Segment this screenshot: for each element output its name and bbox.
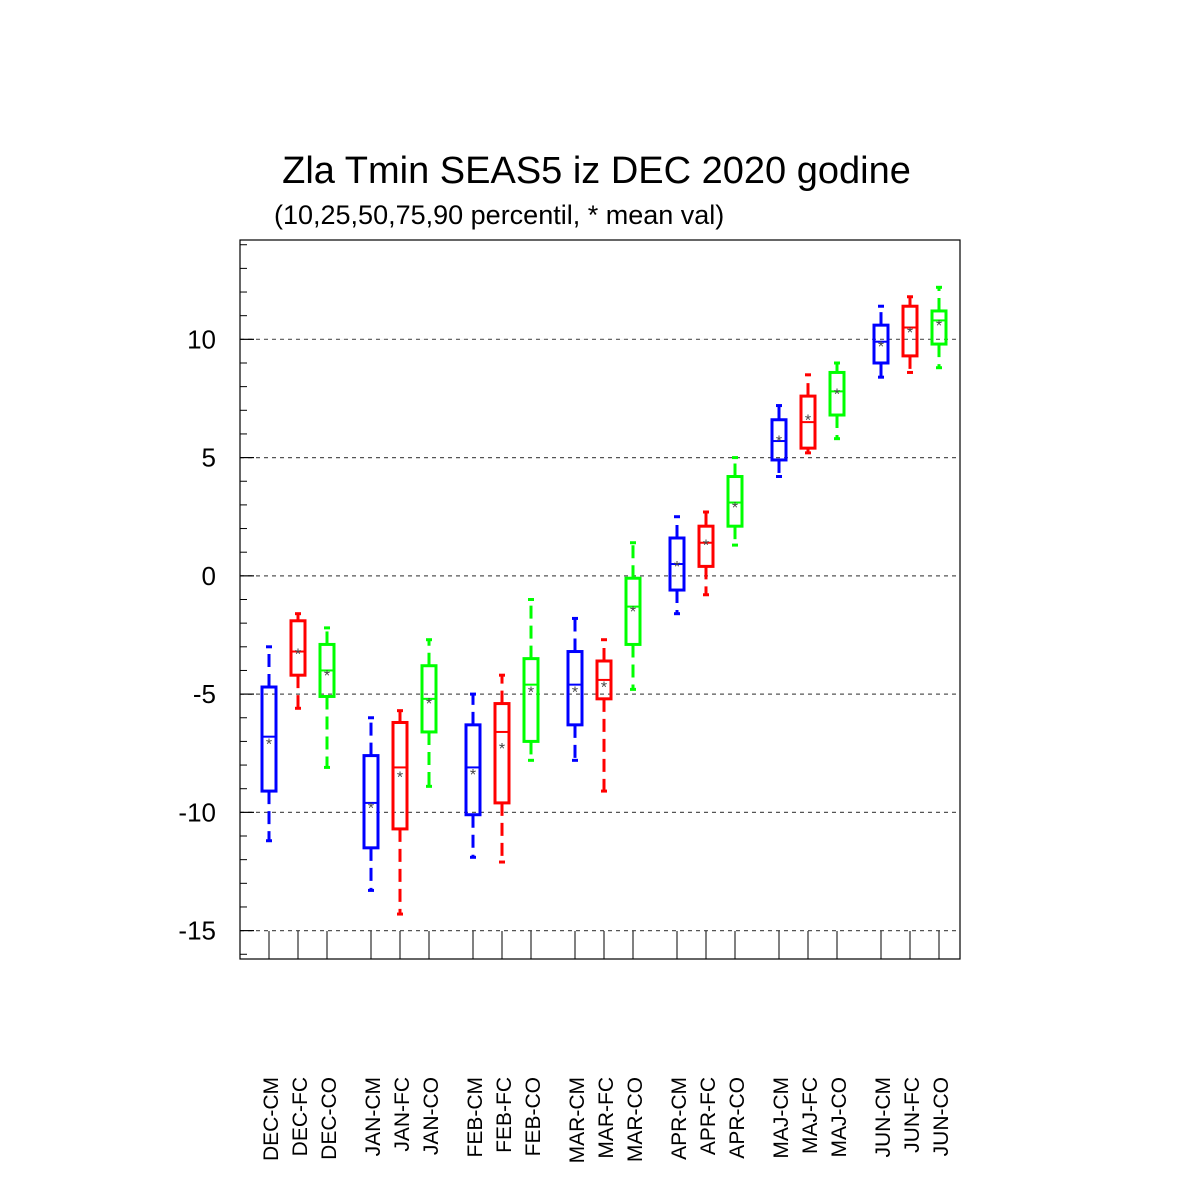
box-item: * [930,285,948,370]
x-tick-label: MAR-CO [624,1077,647,1162]
iqr-box [901,304,919,358]
box-item: * [668,515,686,616]
iqr-box [391,720,409,831]
mean-marker: * [936,318,942,335]
iqr-box [289,619,307,677]
mean-marker: * [601,680,607,697]
box-item: * [872,304,890,379]
box-item: * [493,673,511,864]
box-item: * [522,598,540,762]
y-tick-label: -10 [178,797,216,827]
chart-subtitle: (10,25,50,75,90 percentil, * mean val) [274,200,725,230]
box-item: * [595,638,613,793]
x-tick-label: DEC-CM [260,1077,283,1161]
x-tick-label: JAN-CM [362,1077,385,1156]
box-item: * [566,616,584,762]
iqr-box [828,370,846,417]
x-tick-label: JAN-CO [420,1077,443,1155]
mean-marker: * [324,668,330,685]
x-tick-label: FEB-FC [493,1077,516,1153]
iqr-box [566,650,584,727]
x-tick-label: DEC-FC [289,1077,312,1156]
y-tick-label: -5 [193,679,216,709]
mean-marker: * [878,339,884,356]
y-tick-label: 5 [202,443,216,473]
mean-marker: * [499,741,505,758]
iqr-box [260,685,278,793]
box-item: * [624,541,642,691]
box-item: * [901,295,919,374]
box-item: * [318,626,336,769]
mean-marker: * [368,800,374,817]
box-item: * [770,404,788,479]
y-tick-label: 10 [187,324,216,354]
y-tick-label: -15 [178,916,216,946]
box-item: * [289,612,307,710]
mean-marker: * [426,696,432,713]
x-tick-label: JAN-FC [391,1077,414,1152]
x-tick-label: APR-FC [697,1077,720,1155]
box-item: * [420,638,438,788]
mean-marker: * [732,500,738,517]
mean-marker: * [572,684,578,701]
mean-marker: * [703,538,709,555]
mean-marker: * [674,559,680,576]
mean-marker: * [805,412,811,429]
box-item: * [726,456,744,547]
iqr-box [872,323,890,365]
boxes: * * * * * * * * * * * * * * * * * * * * * [260,285,948,916]
box-item: * [799,373,817,455]
mean-marker: * [528,684,534,701]
x-tick-label: MAJ-CM [770,1077,793,1159]
box-item: * [260,645,278,843]
box-item: * [464,692,482,859]
mean-marker: * [295,647,301,664]
chart-title: Zla Tmin SEAS5 iz DEC 2020 godine [282,150,911,192]
x-tick-label: DEC-CO [318,1077,341,1160]
x-tick-label: MAR-FC [595,1077,618,1159]
iqr-box [464,723,482,817]
iqr-box [522,657,540,743]
box-item: * [391,709,409,916]
iqr-box [493,702,511,805]
mean-marker: * [776,434,782,451]
iqr-box [697,524,715,568]
mean-marker: * [907,325,913,342]
mean-marker: * [834,386,840,403]
iqr-box [624,576,642,646]
mean-marker: * [397,770,403,787]
x-tick-label: APR-CO [726,1077,749,1159]
box-item: * [697,510,715,597]
x-tick-label: FEB-CM [464,1077,487,1158]
x-tick-label: JUN-CO [930,1077,953,1156]
iqr-box [362,754,380,850]
axis-ticks [240,244,940,959]
x-tick-label: APR-CM [668,1077,691,1160]
x-tick-label: MAR-CM [566,1077,589,1163]
iqr-box [930,309,948,346]
axis-labels: 10 5 0 -5 -10 -15 DEC-CM DEC-FC DEC-CO JAN-CM JAN-… [178,324,953,1163]
box-item: * [362,716,380,892]
grid-lines [240,338,960,932]
x-tick-label: FEB-CO [522,1077,545,1156]
x-tick-label: JUN-CM [872,1077,895,1157]
mean-marker: * [266,736,272,753]
plot-frame [239,239,961,960]
y-tick-label: 0 [202,561,216,591]
x-tick-label: MAJ-CO [828,1077,851,1158]
box-item: * [828,361,846,441]
mean-marker: * [630,604,636,621]
x-tick-label: MAJ-FC [799,1077,822,1154]
iqr-box [726,475,744,528]
x-tick-label: JUN-FC [901,1077,924,1153]
iqr-box [770,418,788,462]
mean-marker: * [470,767,476,784]
